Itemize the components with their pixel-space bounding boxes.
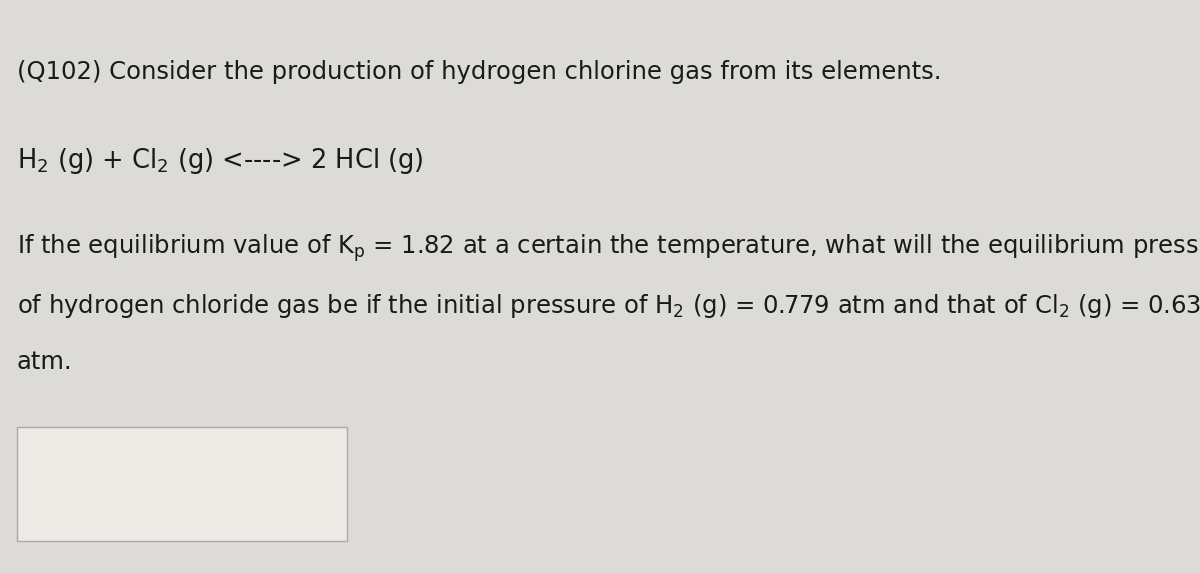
Text: $\mathrm{H_2}$ (g) + $\mathrm{Cl_2}$ (g) <----> 2 HCl (g): $\mathrm{H_2}$ (g) + $\mathrm{Cl_2}$ (g)… — [17, 146, 424, 176]
Text: (Q102) Consider the production of hydrogen chlorine gas from its elements.: (Q102) Consider the production of hydrog… — [17, 60, 941, 84]
FancyBboxPatch shape — [17, 427, 347, 541]
Text: of hydrogen chloride gas be if the initial pressure of $\mathrm{H_2}$ (g) = 0.77: of hydrogen chloride gas be if the initi… — [17, 292, 1200, 320]
Text: If the equilibrium value of $\mathrm{K_p}$ = 1.82 at a certain the temperature, : If the equilibrium value of $\mathrm{K_p… — [17, 232, 1200, 264]
Text: atm.: atm. — [17, 350, 72, 374]
